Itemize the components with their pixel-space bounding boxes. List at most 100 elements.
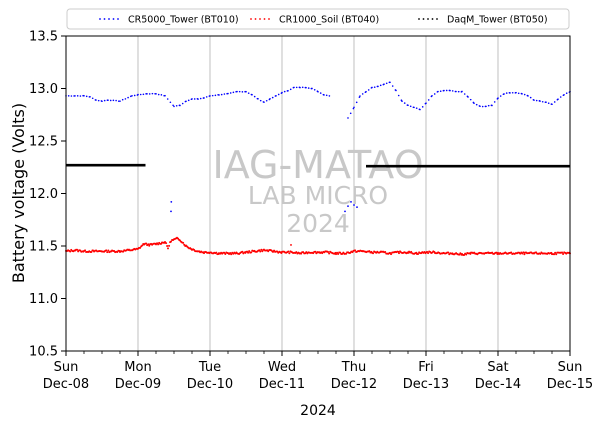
data-point	[260, 248, 263, 251]
data-point	[517, 92, 520, 95]
data-point	[245, 90, 247, 93]
data-point	[230, 253, 233, 256]
data-point	[461, 90, 463, 93]
data-point	[355, 101, 358, 104]
data-point	[175, 104, 178, 107]
x-tick-date: Dec-11	[259, 377, 305, 392]
data-point	[459, 252, 462, 255]
data-point	[431, 94, 433, 97]
data-point	[495, 251, 498, 254]
data-point	[368, 250, 371, 253]
data-point	[139, 246, 142, 249]
data-point	[232, 91, 235, 94]
data-point	[485, 105, 487, 108]
data-point	[250, 251, 253, 254]
data-point	[118, 100, 120, 102]
data-point	[131, 94, 133, 97]
data-point	[562, 253, 565, 256]
x-tick-day: Mon	[124, 360, 151, 375]
data-point	[139, 93, 142, 96]
data-point	[547, 102, 550, 104]
legend-marker	[418, 18, 420, 20]
x-tick-date: Dec-09	[115, 377, 161, 392]
data-point	[505, 92, 508, 94]
data-point	[433, 93, 436, 95]
data-point	[127, 96, 129, 99]
series-layer	[65, 81, 571, 257]
data-point	[373, 86, 376, 88]
x-tick-day: Tue	[198, 360, 221, 375]
data-point	[455, 90, 457, 93]
data-point	[469, 98, 472, 101]
data-point	[197, 98, 199, 100]
data-point	[83, 95, 85, 97]
y-tick-label: 11.5	[29, 240, 58, 255]
legend-label: CR1000_Soil (BT040)	[279, 15, 379, 26]
outlier-point	[170, 210, 172, 213]
data-point	[164, 94, 166, 97]
x-tick-day: Sun	[558, 360, 583, 375]
legend-marker	[263, 18, 266, 20]
data-point	[247, 251, 250, 254]
data-point	[389, 81, 391, 84]
data-point	[337, 253, 340, 256]
data-point	[559, 96, 562, 98]
data-point	[265, 99, 268, 102]
data-point	[145, 242, 148, 245]
data-point	[271, 96, 274, 99]
data-point	[236, 90, 238, 93]
data-point	[419, 108, 421, 111]
data-point	[283, 90, 286, 93]
data-point	[481, 105, 484, 108]
data-point	[385, 82, 388, 85]
data-point	[105, 249, 108, 252]
data-point	[289, 88, 292, 91]
data-point	[463, 254, 466, 257]
data-point	[427, 99, 430, 101]
data-point	[475, 103, 478, 106]
legend-marker	[99, 18, 101, 20]
data-point	[247, 92, 250, 94]
data-point	[352, 107, 355, 110]
data-point	[521, 93, 523, 95]
data-point	[288, 252, 291, 255]
data-point	[248, 250, 251, 253]
x-axis-label: 2024	[300, 403, 336, 419]
data-point	[295, 251, 298, 254]
x-tick-date: Dec-10	[187, 377, 233, 392]
data-point	[205, 96, 208, 98]
x-tick-day: Thu	[341, 360, 366, 375]
legend-marker	[108, 18, 110, 20]
data-point	[148, 93, 151, 95]
data-point	[398, 252, 400, 255]
data-point	[413, 106, 415, 109]
data-point	[293, 86, 295, 89]
data-point	[563, 93, 565, 96]
data-point	[314, 250, 317, 253]
data-point	[305, 86, 307, 89]
data-point	[169, 101, 172, 104]
data-point	[379, 84, 382, 87]
data-point	[155, 93, 157, 95]
data-point	[211, 94, 214, 97]
data-point	[371, 86, 373, 89]
data-point	[220, 93, 223, 96]
legend-marker	[117, 18, 119, 20]
data-point	[445, 89, 448, 92]
data-point	[457, 90, 460, 93]
data-point	[124, 98, 127, 100]
data-point	[84, 249, 87, 252]
legend-marker	[254, 18, 257, 20]
data-point	[229, 92, 232, 94]
data-point	[465, 253, 468, 256]
data-point	[90, 251, 93, 254]
data-point	[122, 250, 125, 253]
data-point	[523, 253, 526, 256]
data-point	[347, 117, 349, 119]
data-point	[354, 249, 357, 252]
data-point	[449, 89, 451, 92]
legend-marker	[259, 18, 261, 20]
data-point	[157, 93, 160, 96]
data-point	[451, 90, 454, 92]
data-point	[554, 251, 557, 254]
